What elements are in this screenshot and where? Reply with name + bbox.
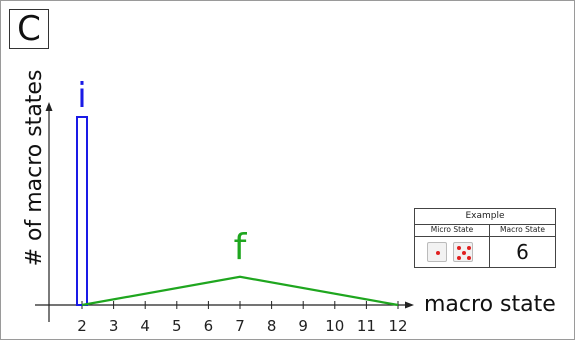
example-legend-box: Example Micro State Macro State 6 (414, 208, 556, 268)
y-axis-arrow (45, 102, 53, 111)
die-pip (462, 251, 466, 255)
x-tick-label: 2 (77, 317, 87, 335)
y-axis-label: # of macro states (22, 70, 47, 267)
x-tick-label: 8 (267, 317, 277, 335)
line-series-f (81, 275, 399, 307)
x-tick-label: 3 (109, 317, 119, 335)
micro-state-header: Micro State (415, 224, 490, 237)
panel-letter: C (9, 9, 49, 49)
x-tick-label: 9 (298, 317, 308, 335)
series-label-i: i (77, 76, 86, 116)
micro-state-cell (415, 237, 490, 267)
example-title: Example (415, 209, 555, 225)
die-pip (457, 246, 461, 250)
die-face-1-icon (427, 242, 447, 262)
series-label-f: f (234, 227, 248, 268)
x-tick-label: 12 (388, 317, 407, 335)
die-face-5-icon (453, 242, 473, 262)
die-pip (457, 256, 461, 260)
macro-state-value: 6 (516, 240, 529, 264)
die-pip (467, 256, 471, 260)
x-tick-label: 5 (172, 317, 182, 335)
x-tick-label: 6 (204, 317, 214, 335)
x-tick-label: 11 (357, 317, 376, 335)
x-tick-label: 10 (325, 317, 344, 335)
x-tick-label: 7 (235, 317, 245, 335)
die-pip (467, 246, 471, 250)
x-tick-label: 4 (140, 317, 150, 335)
bar-series-i (76, 116, 88, 306)
die-pip (436, 251, 440, 255)
x-axis-label: macro state (424, 292, 556, 317)
x-axis-arrow (405, 301, 414, 309)
macro-state-header: Macro State (490, 224, 555, 237)
